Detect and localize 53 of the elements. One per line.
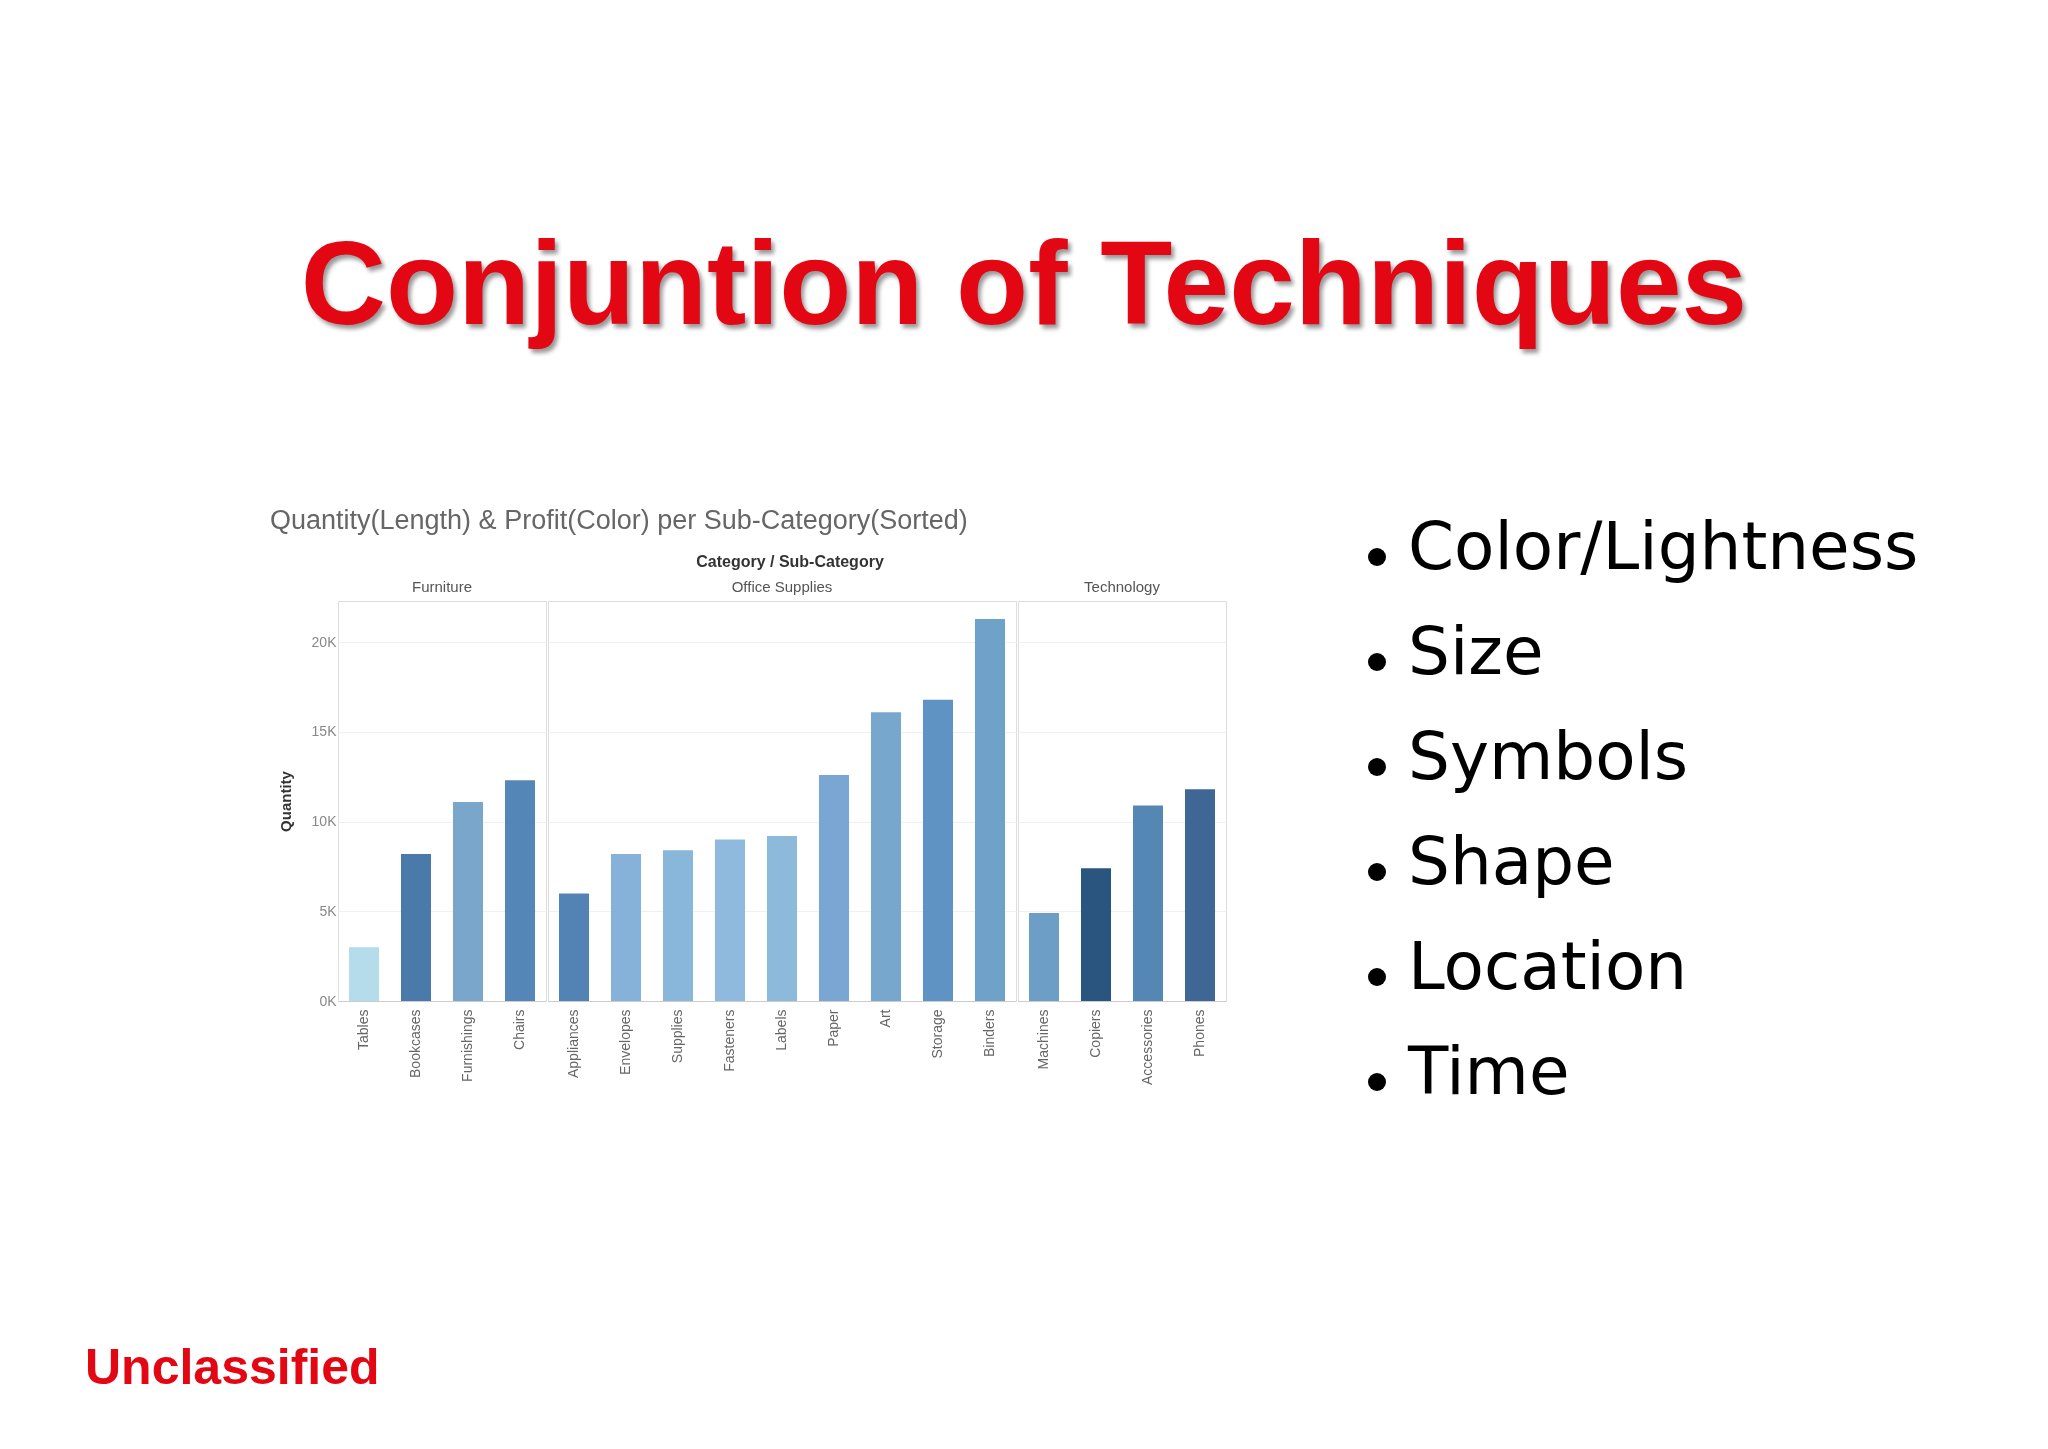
x-tick-label: Chairs: [511, 1009, 527, 1050]
text: Color/Lightness: [1408, 508, 1919, 585]
x-tick-label: Phones: [1191, 1009, 1207, 1057]
x-tick-label: Binders: [981, 1009, 997, 1057]
bar: [1080, 868, 1112, 1001]
bar: [818, 774, 850, 1001]
text: Time: [1408, 1033, 1570, 1110]
x-tick-label: Labels: [773, 1009, 789, 1051]
y-tick-label: 5K: [319, 902, 338, 919]
text: Category / Sub-Category: [695, 553, 885, 571]
x-tick-label: Art: [877, 1009, 893, 1028]
bar: [1184, 789, 1216, 1001]
bar: [714, 839, 746, 1001]
text: Shape: [1408, 823, 1615, 900]
text: Unclassified: [85, 1338, 380, 1396]
text: Location: [1408, 928, 1688, 1005]
bar: [348, 947, 380, 1001]
text: Size: [1408, 613, 1544, 690]
chart-title: Office Supplies: [731, 578, 833, 595]
y-tick-label: 15K: [311, 723, 338, 740]
bar: [662, 850, 694, 1001]
bar: [452, 801, 484, 1001]
bar: [1132, 805, 1164, 1001]
bar: [974, 618, 1006, 1001]
x-tick-label: Copiers: [1087, 1009, 1103, 1058]
text: Conjuntion of Techniques: [299, 216, 1749, 351]
x-tick-label: Paper: [825, 1009, 841, 1047]
bar: [870, 712, 902, 1001]
bar: [610, 853, 642, 1001]
x-tick-label: Machines: [1035, 1009, 1051, 1070]
y-tick-label: 20K: [311, 633, 338, 650]
x-tick-label: Accessories: [1139, 1009, 1155, 1085]
x-tick-label: Tables: [355, 1009, 371, 1050]
x-tick-label: Appliances: [565, 1009, 581, 1078]
text: Quantity(Length) & Profit(Color) per Sub-Category(Sorted): [270, 505, 968, 536]
bar: [400, 853, 432, 1001]
y-tick-label: 0K: [319, 992, 338, 1009]
x-tick-label: Storage: [929, 1009, 945, 1059]
x-tick-label: Furnishings: [459, 1009, 475, 1082]
y-tick-label: 10K: [311, 813, 338, 830]
x-tick-label: Fasteners: [721, 1009, 737, 1072]
chart-title: Technology: [1084, 578, 1161, 595]
text: Symbols: [1408, 718, 1689, 795]
bar: [558, 893, 590, 1001]
x-tick-label: Supplies: [669, 1009, 685, 1064]
bar: [922, 699, 954, 1001]
chart-title: Furniture: [411, 578, 473, 595]
bar: [1028, 913, 1060, 1001]
x-tick-label: Envelopes: [617, 1009, 633, 1075]
bar: [504, 780, 536, 1001]
bar: [766, 835, 798, 1001]
y-axis-title: Quantity: [276, 770, 294, 832]
x-tick-label: Bookcases: [407, 1009, 423, 1078]
